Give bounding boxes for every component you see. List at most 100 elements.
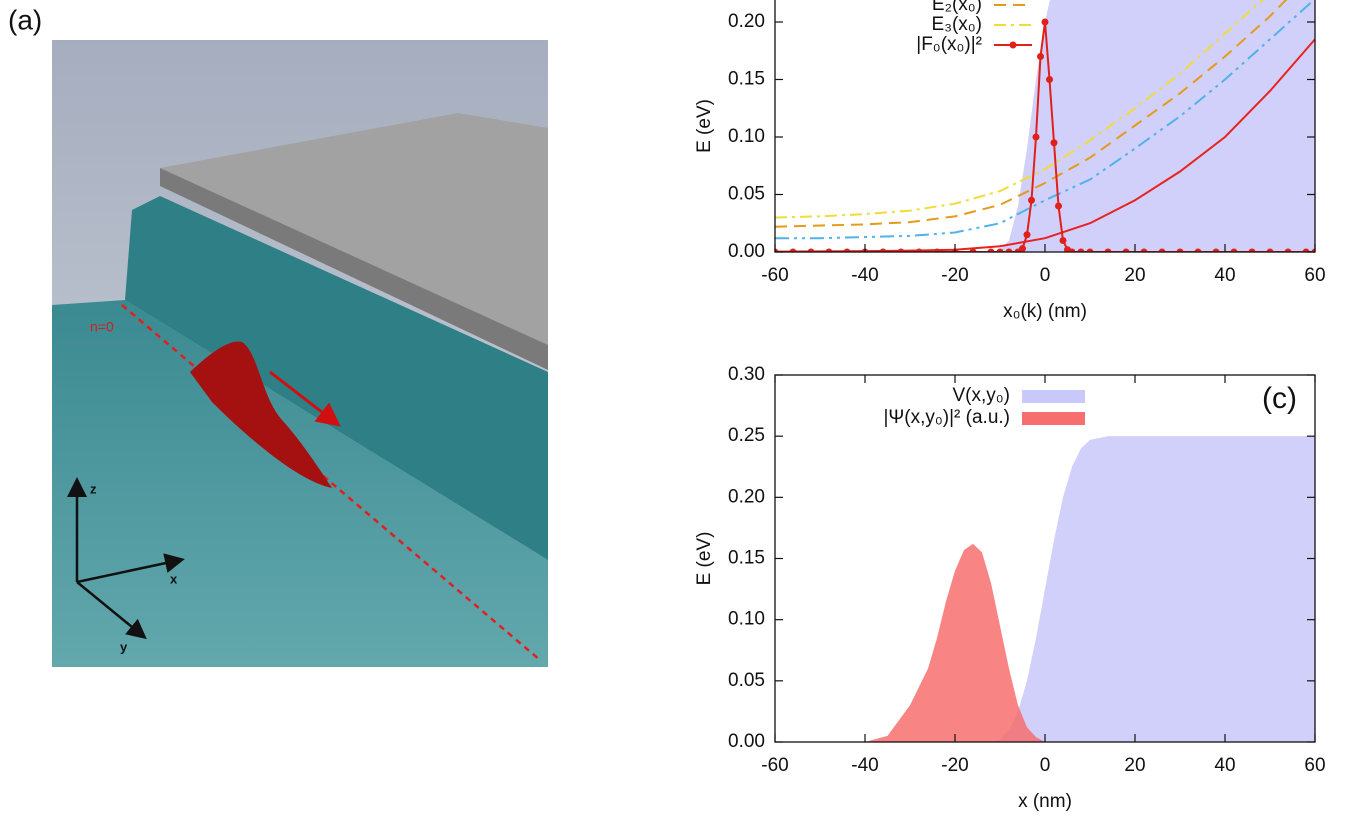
legend-label: V(x,y₀) xyxy=(953,385,1011,406)
y-tick-label: 0.00 xyxy=(728,241,765,262)
y-axis-label: E (eV) xyxy=(694,532,715,586)
axis-x xyxy=(76,553,185,584)
panel-label: (a) xyxy=(8,4,42,35)
x-tick-label: -20 xyxy=(941,265,968,286)
x-tick-label: 60 xyxy=(1304,265,1325,286)
x-tick-label: 40 xyxy=(1214,755,1235,776)
x-axis-label: x₀(k) (nm) xyxy=(1003,301,1087,322)
axis-label: y xyxy=(120,639,128,654)
legend-swatch xyxy=(1022,390,1085,403)
point xyxy=(1068,248,1076,252)
line-label: n=0 xyxy=(90,319,114,335)
y-tick-label: 0.05 xyxy=(728,670,765,691)
legend-swatch xyxy=(1022,412,1085,425)
point xyxy=(1046,76,1053,83)
y-tick-label: 0.00 xyxy=(728,731,765,752)
point xyxy=(1266,248,1274,252)
y-tick-label: 0.10 xyxy=(728,609,765,630)
floor xyxy=(52,300,548,667)
point xyxy=(879,248,887,252)
point xyxy=(1248,248,1256,252)
x-tick-label: -60 xyxy=(761,755,788,776)
axis-label: x xyxy=(170,571,178,586)
x-tick-label: -20 xyxy=(941,755,968,776)
point xyxy=(933,248,941,252)
x-tick-label: 20 xyxy=(1124,265,1145,286)
x-tick-label: -60 xyxy=(761,265,788,286)
x-tick-label: -40 xyxy=(851,755,878,776)
point xyxy=(1019,245,1026,252)
point xyxy=(1194,248,1202,252)
point xyxy=(1023,231,1031,239)
point xyxy=(1122,248,1130,252)
plot-area xyxy=(775,436,1315,742)
series-line xyxy=(775,0,1264,219)
point xyxy=(1028,196,1035,204)
legend-label: E₂(x₀) xyxy=(932,0,982,15)
point xyxy=(1284,248,1292,252)
legend-marker xyxy=(1009,41,1017,49)
point xyxy=(1032,133,1040,141)
point xyxy=(987,248,995,252)
point xyxy=(775,248,779,252)
point xyxy=(789,248,797,252)
series-line xyxy=(775,0,1288,228)
panel-a: (a) n=0 z x y xyxy=(8,4,548,667)
point xyxy=(969,248,977,252)
y-axis-label: E (eV) xyxy=(694,99,715,153)
axis-y xyxy=(76,581,147,640)
point xyxy=(1050,139,1058,147)
point xyxy=(1158,248,1166,252)
point xyxy=(843,248,851,252)
y-tick-label: 0.10 xyxy=(728,126,765,147)
point xyxy=(825,248,833,252)
y-tick-label: 0.15 xyxy=(728,548,765,569)
y-tick-label: 0.05 xyxy=(728,184,765,205)
arrow xyxy=(269,370,341,427)
x-tick-label: 20 xyxy=(1124,755,1145,776)
wavepacket xyxy=(190,341,332,488)
series-area xyxy=(775,436,1315,742)
point xyxy=(897,248,905,252)
x-tick-label: 40 xyxy=(1214,265,1235,286)
point xyxy=(1176,248,1184,252)
point xyxy=(1055,202,1062,210)
x-tick-label: 60 xyxy=(1304,755,1325,776)
axis-label: z xyxy=(90,481,97,496)
series-line xyxy=(775,0,1315,240)
point xyxy=(1037,53,1044,60)
y-tick-label: 0.15 xyxy=(728,69,765,90)
point xyxy=(996,248,1004,252)
legend-label: |Ψ(x,y₀)|² (a.u.) xyxy=(883,407,1010,428)
point xyxy=(1041,18,1049,26)
x-tick-label: 0 xyxy=(1040,755,1051,776)
gate-edge xyxy=(160,168,548,370)
edge-line xyxy=(121,304,541,661)
point xyxy=(1311,248,1315,252)
y-tick-label: 0.20 xyxy=(728,11,765,32)
y-tick-label: 0.25 xyxy=(728,425,765,446)
legend-label: E₃(x₀) xyxy=(932,14,982,35)
point xyxy=(1230,248,1238,252)
point xyxy=(1086,248,1094,252)
point xyxy=(1005,248,1013,252)
series-area xyxy=(775,0,1315,252)
point xyxy=(1140,248,1148,252)
x-tick-label: 0 xyxy=(1040,265,1051,286)
panel-label: (c) xyxy=(1262,382,1297,415)
point xyxy=(807,248,815,252)
point xyxy=(1104,248,1112,252)
step xyxy=(125,196,548,560)
y-tick-label: 0.30 xyxy=(728,364,765,385)
x-tick-label: -40 xyxy=(851,265,878,286)
point xyxy=(1212,248,1220,252)
point xyxy=(915,248,923,252)
point xyxy=(1302,248,1310,252)
x-axis-label: x (nm) xyxy=(1018,791,1072,812)
legend-label: |F₀(x₀)|² xyxy=(916,34,982,55)
plot-area xyxy=(775,0,1315,252)
gate-top xyxy=(160,113,548,345)
point xyxy=(1059,237,1067,244)
y-tick-label: 0.20 xyxy=(728,486,765,507)
